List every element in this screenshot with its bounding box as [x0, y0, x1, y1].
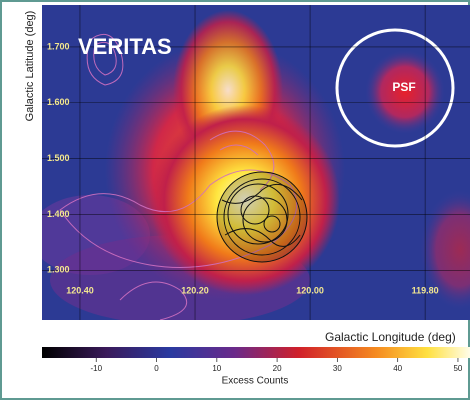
y-axis-label: Galactic Latitude (deg) [24, 11, 36, 122]
sky-map [42, 5, 470, 320]
colorbar-tick-label: 10 [212, 364, 221, 373]
x-tick-label: 120.20 [181, 285, 209, 295]
x-tick-label: 119.80 [412, 285, 439, 295]
psf-label: PSF [392, 80, 415, 94]
colorbar-tick-label: 0 [154, 364, 159, 373]
colorbar-tick-label: 20 [273, 364, 282, 373]
y-tick-label: 1.400 [47, 209, 70, 219]
colorbar [42, 347, 470, 358]
y-tick-label: 1.700 [47, 41, 70, 51]
x-tick-label: 120.40 [66, 285, 94, 295]
colorbar-tick-label: 50 [453, 364, 462, 373]
colorbar-tick-label: -10 [90, 364, 102, 373]
y-tick-label: 1.300 [47, 265, 70, 275]
x-axis-label: Galactic Longitude (deg) [325, 330, 456, 344]
x-tick-label: 120.00 [296, 285, 324, 295]
grid [42, 5, 470, 320]
colorbar-tick-label: 30 [333, 364, 342, 373]
colorbar-label: Excess Counts [222, 376, 289, 387]
y-tick-label: 1.500 [47, 153, 70, 163]
instrument-label: VERITAS [78, 34, 172, 59]
y-tick-label: 1.600 [47, 97, 70, 107]
colorbar-tick-label: 40 [393, 364, 402, 373]
